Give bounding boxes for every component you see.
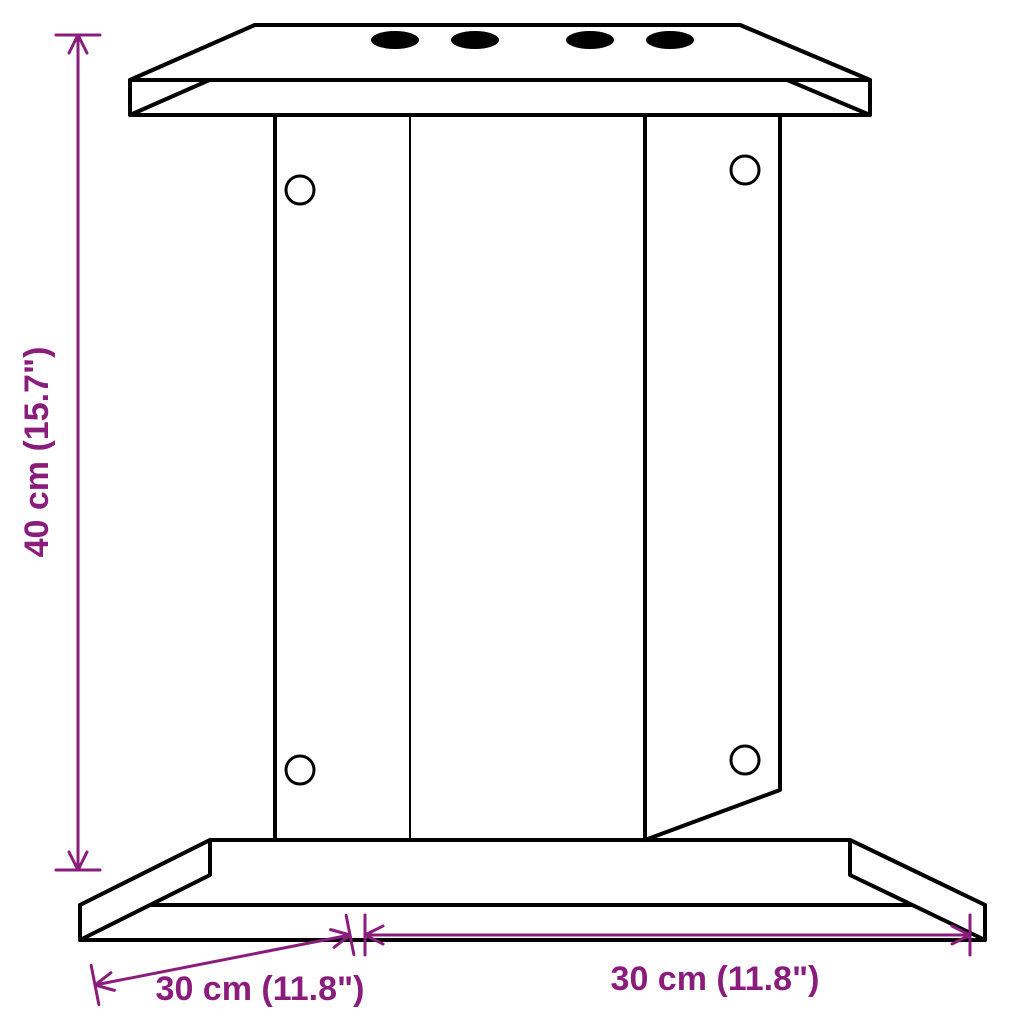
top-hole bbox=[646, 31, 694, 49]
diagram-stage: 40 cm (15.7") 30 cm (11.8") 30 cm (11.8") bbox=[0, 0, 1024, 1024]
cam-lock-dot bbox=[731, 746, 759, 774]
cam-lock-dot bbox=[286, 176, 314, 204]
cam-lock-dot bbox=[731, 156, 759, 184]
dim-height: 40 cm (15.7") bbox=[18, 35, 100, 870]
dimension-label: 30 cm (11.8") bbox=[156, 970, 365, 1008]
top-hole bbox=[566, 31, 614, 49]
dimension-label: 40 cm (15.7") bbox=[18, 347, 56, 558]
top-plate bbox=[130, 25, 870, 115]
dimension-label: 30 cm (11.8") bbox=[611, 960, 820, 998]
top-hole bbox=[451, 31, 499, 49]
base-plate bbox=[80, 840, 985, 940]
top-hole bbox=[371, 31, 419, 49]
cam-lock-dot bbox=[286, 756, 314, 784]
column bbox=[275, 65, 780, 840]
